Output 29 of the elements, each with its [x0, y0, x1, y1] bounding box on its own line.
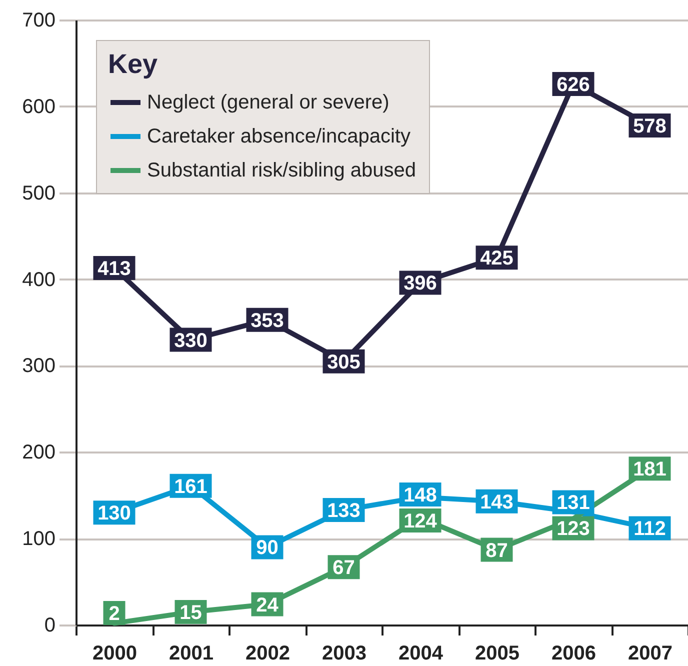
data-label: 148 [404, 484, 437, 506]
x-tick-label: 2006 [552, 642, 596, 664]
data-label: 67 [332, 557, 355, 580]
legend-label: Substantial risk/sibling abused [147, 160, 416, 182]
x-tick-label: 2002 [246, 642, 290, 664]
y-tick-label: 600 [22, 96, 56, 118]
data-label: 87 [486, 540, 508, 562]
data-label: 2 [108, 603, 120, 625]
x-tick-label: 2003 [322, 642, 366, 664]
data-label: 123 [556, 518, 590, 540]
x-tick-label: 2004 [398, 642, 444, 664]
y-tick-label: 700 [22, 10, 56, 32]
data-label: 90 [256, 537, 278, 560]
x-tick-label: 2000 [92, 642, 137, 664]
y-tick-label: 400 [22, 268, 56, 291]
x-tick-label: 2005 [475, 642, 520, 664]
x-tick-label: 2001 [169, 642, 214, 664]
data-label: 24 [256, 594, 280, 616]
y-tick-label: 300 [22, 355, 56, 378]
legend-label: Neglect (general or severe) [147, 92, 390, 114]
legend-label: Caretaker absence/incapacity [147, 126, 410, 148]
legend-title: Key [108, 49, 158, 79]
data-label: 15 [180, 602, 202, 624]
y-tick-label: 0 [44, 614, 56, 636]
y-tick-label: 200 [22, 442, 56, 464]
y-tick-label: 500 [22, 182, 56, 204]
x-tick-label: 2007 [628, 642, 672, 664]
data-label: 131 [556, 492, 590, 514]
y-tick-label: 100 [22, 528, 56, 550]
